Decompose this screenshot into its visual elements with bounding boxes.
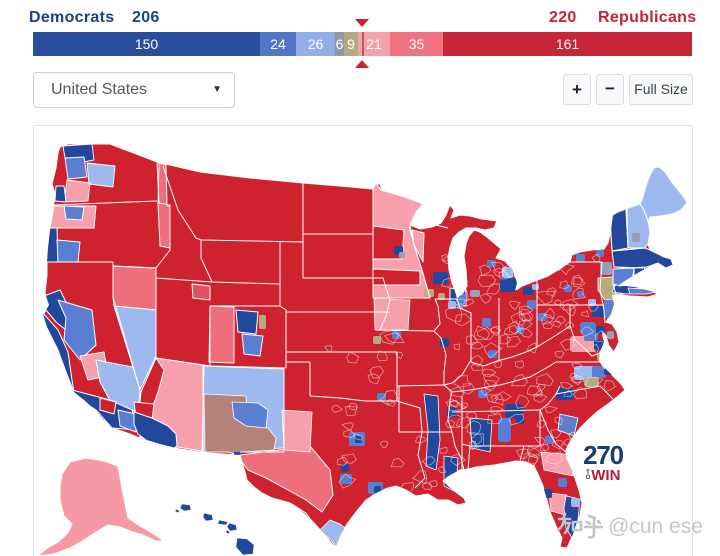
- svg-text:@cun ese: @cun ese: [608, 515, 703, 538]
